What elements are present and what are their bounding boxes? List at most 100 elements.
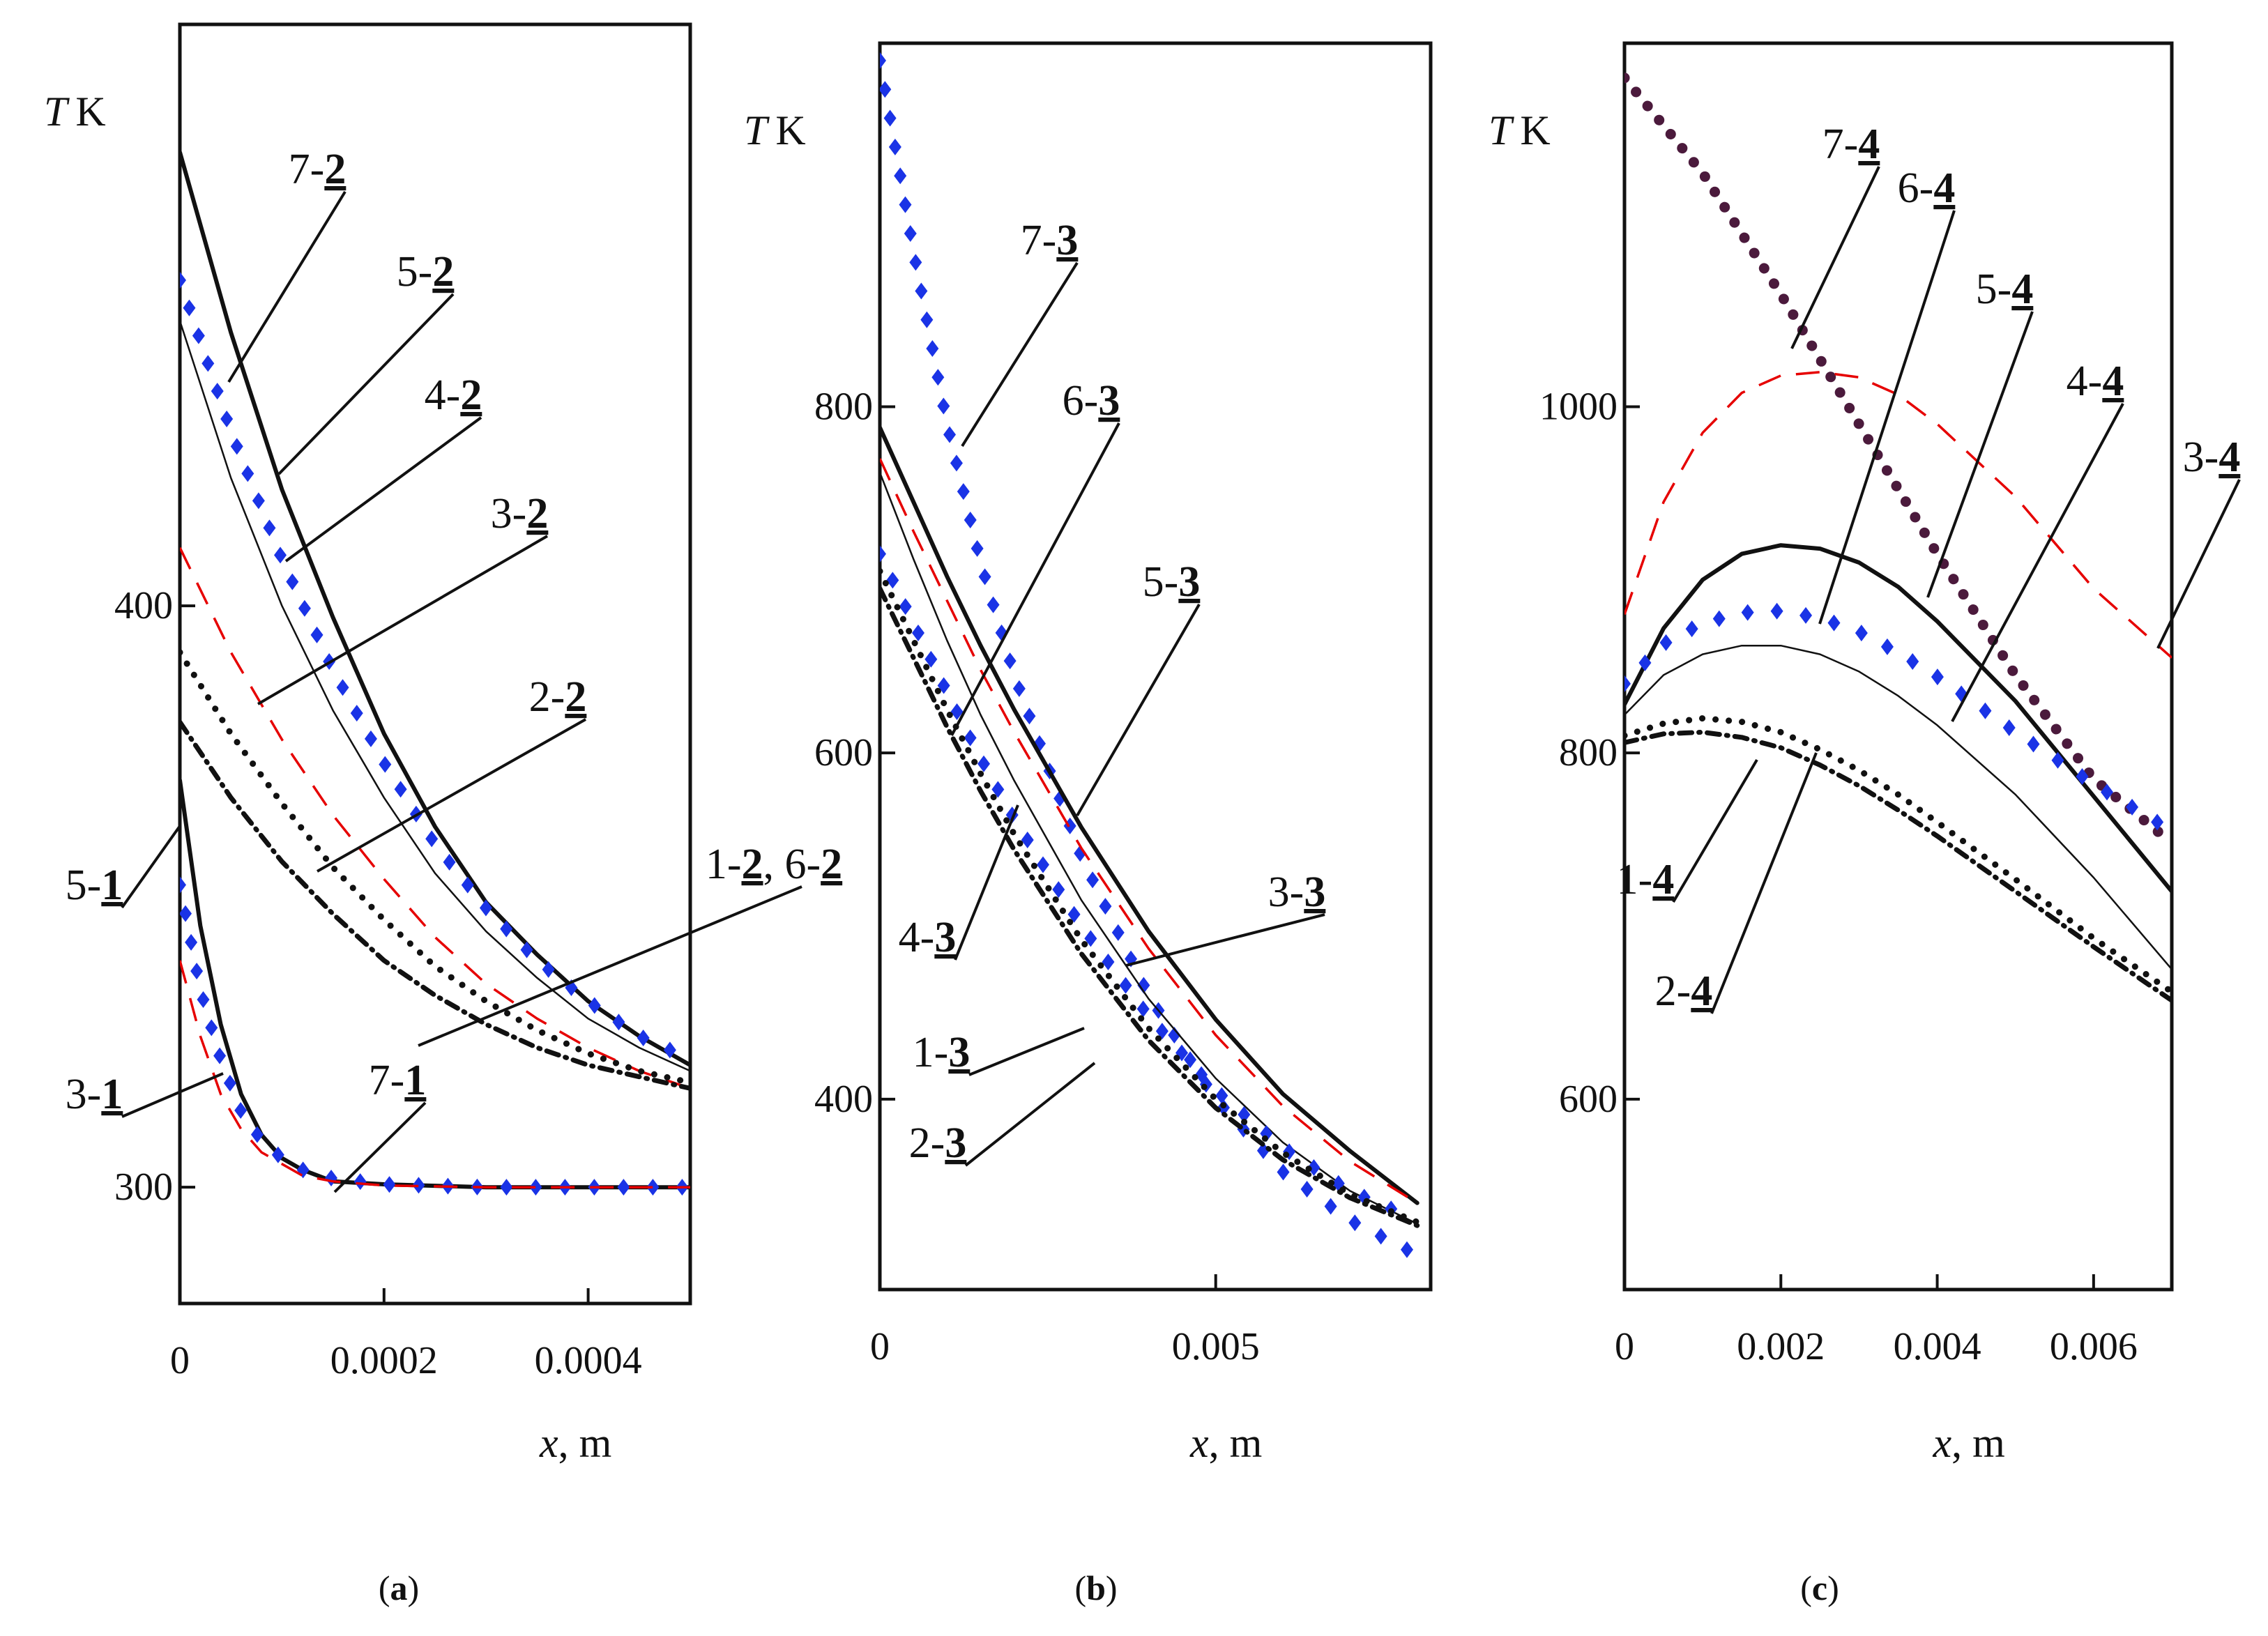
series-4-3 [880, 471, 1418, 1225]
series-7-1 [180, 876, 689, 1196]
series-marker [364, 730, 377, 747]
series-6-4 [1624, 602, 2164, 831]
series-marker [379, 756, 392, 773]
series-marker [394, 781, 407, 798]
callout-leader [121, 1072, 224, 1118]
series-marker [926, 340, 939, 358]
series-marker [915, 282, 928, 300]
y-tick-label: 400 [814, 1078, 873, 1121]
series-marker [412, 1177, 425, 1194]
plot-frame [178, 22, 692, 1306]
x-tick-label: 0.006 [2050, 1325, 2138, 1368]
callout-label: 7-2 [289, 146, 347, 193]
y-tick-label: 600 [814, 731, 873, 774]
series-marker [425, 830, 439, 848]
series-marker [1741, 604, 1754, 621]
series-5-4 [1624, 543, 2172, 894]
y-tick-label: 400 [114, 584, 173, 627]
callout-label: 3-2 [491, 490, 549, 537]
callout-label: 4-3 [899, 914, 957, 961]
callout-leader [954, 804, 1019, 961]
series-marker [957, 483, 970, 500]
callout-leader [1076, 603, 1201, 817]
series-marker [663, 1041, 676, 1059]
callout-label: 6-4 [1898, 165, 1956, 212]
series-marker [977, 755, 990, 772]
series-marker [180, 905, 192, 922]
callout-leader [317, 718, 586, 873]
series-marker [263, 519, 276, 537]
series-marker [886, 572, 899, 589]
series-marker [296, 1161, 310, 1179]
series-marker [1277, 1163, 1290, 1181]
callout-label: 7-3 [1021, 217, 1079, 264]
callout-label: 2-3 [909, 1119, 967, 1167]
callout-label: 1-4 [1617, 856, 1675, 903]
series-marker [310, 626, 324, 643]
y-tick-label: 1000 [1539, 385, 1618, 429]
series-marker [637, 1029, 650, 1046]
series-marker [443, 853, 456, 871]
series-marker [252, 492, 265, 510]
series-marker [1348, 1214, 1362, 1232]
series-marker [950, 703, 964, 721]
callout-leader [284, 416, 482, 563]
callout-leader [277, 293, 455, 475]
series-marker [201, 355, 215, 372]
callout-leader [1926, 311, 2034, 598]
x-tick-label: 0.002 [1737, 1325, 1825, 1368]
series-marker [230, 438, 243, 455]
x-axis-label: x, m [1189, 1420, 1262, 1466]
callout-leader [968, 1027, 1085, 1076]
series-marker [529, 1179, 542, 1196]
callout-label: 1-2, 6-2 [706, 841, 842, 888]
series-marker [1374, 1228, 1387, 1245]
callout-leader [1710, 752, 1818, 1014]
callout-leader [333, 1101, 427, 1193]
callout-label: 3-4 [2183, 434, 2241, 481]
series-3-3 [880, 458, 1418, 1205]
series-marker [205, 1019, 218, 1037]
series-marker [1827, 614, 1841, 632]
series-marker [211, 383, 224, 400]
series-marker [943, 426, 957, 443]
series-marker [2151, 813, 2164, 831]
series-3-4 [1624, 371, 2172, 659]
series-marker [1307, 1159, 1321, 1176]
series-marker [1324, 1198, 1337, 1215]
series-marker [920, 311, 934, 328]
x-axis-label: x, m [539, 1420, 611, 1466]
callout-label: 1-3 [913, 1029, 971, 1076]
series-marker [2126, 798, 2139, 816]
callout-leader [961, 261, 1079, 448]
series-3-1 [180, 960, 690, 1188]
callout-leader [1672, 758, 1758, 903]
series-marker [888, 138, 901, 155]
series-marker [1799, 606, 1813, 624]
series-marker [1855, 625, 1868, 642]
series-marker [1036, 856, 1049, 873]
series-marker [190, 963, 204, 980]
series-marker [192, 327, 205, 344]
series-marker [1638, 654, 1652, 671]
series-marker [904, 225, 917, 243]
plot-frame [1622, 41, 2174, 1292]
series-2-4 [1624, 729, 2172, 1003]
callout-label: 4-4 [2067, 358, 2124, 405]
chart-panel-1: 300 400 0 0.0002 0.0004 T K x, m 7-2 5-2 4-2 3-2 2-2… [44, 22, 842, 1607]
series-marker [1003, 652, 1017, 670]
x-axis-label: x, m [1933, 1420, 2005, 1466]
callout-label: 3-1 [66, 1071, 123, 1118]
y-tick-label: 800 [1559, 731, 1618, 774]
series-marker [180, 272, 186, 289]
series-marker [899, 196, 912, 213]
series-marker [180, 876, 186, 894]
callout-label: 6-3 [1063, 377, 1120, 425]
series-marker [2051, 751, 2064, 769]
series-marker [185, 933, 198, 951]
series-marker [1119, 977, 1132, 994]
series-3-2 [180, 546, 690, 1090]
series-marker [350, 705, 363, 722]
series-marker [880, 81, 892, 98]
chart-panel-3: 600 800 1000 0 0.002 0.004 0.006 T K x, m 7-4 6-4 5-… [1489, 41, 2241, 1607]
